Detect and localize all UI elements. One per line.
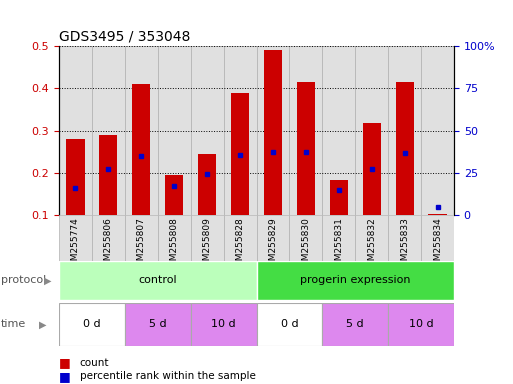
Bar — [388, 46, 421, 215]
Text: GSM255828: GSM255828 — [235, 217, 245, 272]
Text: GSM255834: GSM255834 — [433, 217, 442, 272]
Bar — [355, 46, 388, 215]
Bar — [289, 215, 322, 261]
Bar — [428, 214, 447, 215]
Bar — [322, 215, 355, 261]
Bar — [355, 215, 388, 261]
Bar — [158, 215, 191, 261]
Bar — [198, 154, 216, 215]
Text: GSM255809: GSM255809 — [203, 217, 212, 272]
Text: 0 d: 0 d — [83, 319, 101, 329]
Text: GSM255806: GSM255806 — [104, 217, 113, 272]
Text: progerin expression: progerin expression — [300, 275, 410, 285]
Bar — [224, 46, 256, 215]
Bar — [396, 82, 413, 215]
Text: percentile rank within the sample: percentile rank within the sample — [80, 371, 255, 381]
Bar — [363, 123, 381, 215]
Bar — [264, 50, 282, 215]
Bar — [256, 46, 289, 215]
Bar — [125, 46, 157, 215]
Bar — [297, 82, 315, 215]
Bar — [191, 46, 224, 215]
Text: 0 d: 0 d — [281, 319, 298, 329]
Text: GSM255829: GSM255829 — [268, 217, 278, 272]
Text: 10 d: 10 d — [409, 319, 433, 329]
Text: ▶: ▶ — [44, 275, 51, 285]
Bar — [421, 215, 454, 261]
Bar — [256, 215, 289, 261]
Bar — [59, 215, 92, 261]
Text: ■: ■ — [59, 370, 71, 383]
Bar — [125, 215, 158, 261]
Text: GSM255807: GSM255807 — [137, 217, 146, 272]
Bar — [92, 215, 125, 261]
Bar — [59, 46, 92, 215]
Text: GSM255808: GSM255808 — [170, 217, 179, 272]
Text: ■: ■ — [59, 356, 71, 369]
Text: GSM255833: GSM255833 — [400, 217, 409, 272]
Bar — [92, 46, 125, 215]
Text: control: control — [139, 275, 177, 285]
Text: GSM255832: GSM255832 — [367, 217, 376, 272]
Bar — [388, 303, 454, 346]
Text: ▶: ▶ — [38, 319, 46, 329]
Text: time: time — [1, 319, 26, 329]
Bar — [125, 303, 191, 346]
Bar — [322, 46, 355, 215]
Bar — [256, 303, 322, 346]
Bar — [66, 139, 85, 215]
Text: count: count — [80, 358, 109, 368]
Bar — [100, 135, 117, 215]
Text: protocol: protocol — [1, 275, 46, 285]
Bar — [256, 261, 454, 300]
Text: GSM255830: GSM255830 — [301, 217, 310, 272]
Text: 5 d: 5 d — [346, 319, 364, 329]
Text: GSM255831: GSM255831 — [334, 217, 343, 272]
Bar — [330, 180, 348, 215]
Bar — [388, 215, 421, 261]
Text: 5 d: 5 d — [149, 319, 167, 329]
Bar — [421, 46, 454, 215]
Bar — [132, 84, 150, 215]
Bar — [322, 303, 388, 346]
Bar — [289, 46, 322, 215]
Bar — [224, 215, 256, 261]
Text: 10 d: 10 d — [211, 319, 236, 329]
Bar — [191, 303, 256, 346]
Bar — [157, 46, 191, 215]
Bar — [231, 93, 249, 215]
Bar — [59, 261, 256, 300]
Bar — [59, 303, 125, 346]
Text: GDS3495 / 353048: GDS3495 / 353048 — [59, 30, 190, 43]
Text: GSM255774: GSM255774 — [71, 217, 80, 272]
Bar — [191, 215, 224, 261]
Bar — [165, 175, 183, 215]
